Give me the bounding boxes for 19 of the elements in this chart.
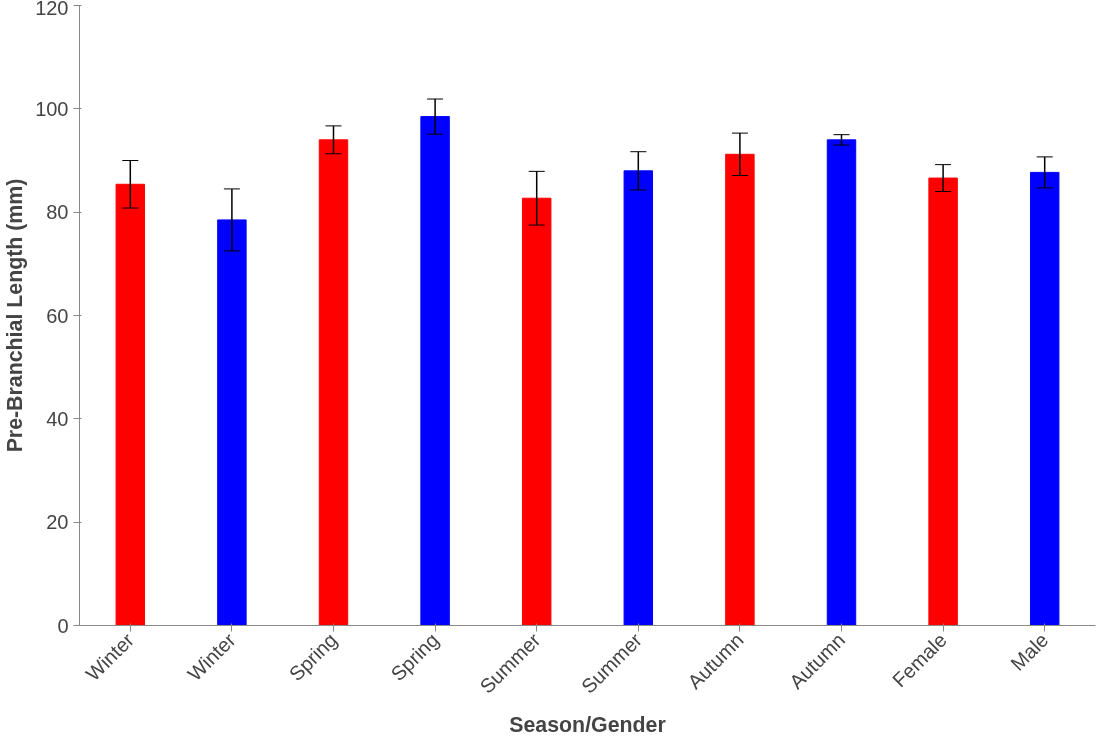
bar: [521, 197, 552, 626]
x-axis-title: Season/Gender: [509, 713, 666, 738]
y-tick-label: 80: [46, 201, 69, 224]
y-tick-label: 0: [57, 614, 69, 637]
bar: [318, 139, 349, 626]
bar: [1029, 171, 1060, 626]
bar: [420, 116, 450, 626]
y-tick-label: 100: [35, 97, 69, 120]
bar: [826, 139, 857, 626]
bar: [725, 153, 755, 626]
bar: [623, 170, 654, 626]
y-tick-label: 20: [46, 511, 69, 534]
y-tick-label: 60: [46, 304, 69, 327]
y-tick-label: 120: [35, 0, 69, 19]
y-tick-label: 40: [46, 407, 69, 430]
bar: [928, 177, 958, 626]
y-axis-title: Pre-Branchial Length (mm): [3, 178, 28, 453]
bar: [217, 219, 247, 626]
bar: [115, 183, 146, 626]
